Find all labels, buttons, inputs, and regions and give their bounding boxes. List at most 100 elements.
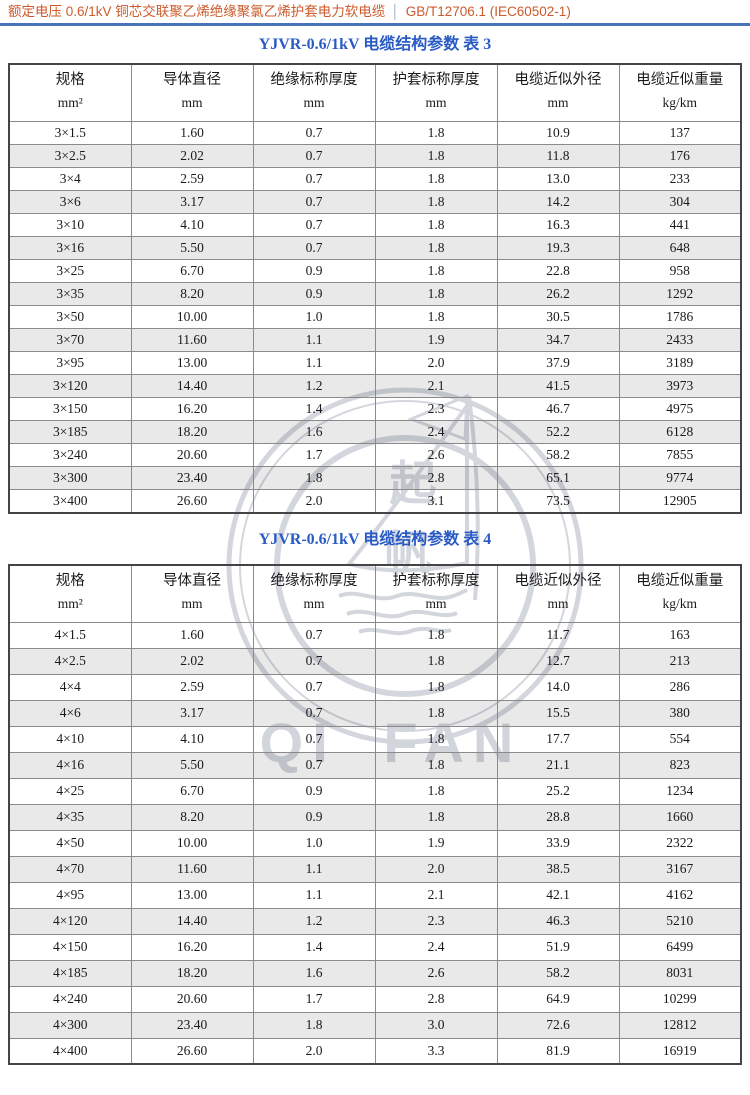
value-cell: 2.6 [374, 443, 498, 467]
value-cell: 10.00 [130, 305, 254, 329]
value-cell: 648 [618, 236, 742, 260]
value-cell: 0.9 [252, 282, 376, 306]
table-row: 4×35 8.20 0.9 1.8 28.8 1660 [8, 803, 742, 831]
spec-cell: 3×95 [8, 351, 132, 375]
value-cell: 1660 [618, 803, 742, 831]
value-cell: 3167 [618, 855, 742, 883]
value-cell: 1.8 [374, 777, 498, 805]
value-cell: 6499 [618, 933, 742, 961]
value-cell: 11.60 [130, 328, 254, 352]
column-label: 导体直径 [163, 572, 221, 589]
value-cell: 26.60 [130, 489, 254, 513]
column-unit: mm [181, 595, 203, 611]
table-row: 4×10 4.10 0.7 1.8 17.7 554 [8, 725, 742, 753]
value-cell: 380 [618, 699, 742, 727]
spec-cell: 4×240 [8, 985, 132, 1013]
value-cell: 3.17 [130, 699, 254, 727]
value-cell: 6.70 [130, 259, 254, 283]
column-header: 电缆近似重量 kg/km [618, 63, 742, 122]
value-cell: 441 [618, 213, 742, 237]
column-label: 规格 [55, 72, 85, 88]
value-cell: 163 [618, 621, 742, 649]
column-header: 护套标称厚度 mm [374, 564, 498, 623]
value-cell: 14.40 [130, 374, 254, 398]
table-row: 4×25 6.70 0.9 1.8 25.2 1234 [8, 777, 742, 805]
value-cell: 0.9 [252, 259, 376, 283]
value-cell: 1.9 [374, 328, 498, 352]
table-row: 3×10 4.10 0.7 1.8 16.3 441 [8, 213, 742, 237]
value-cell: 38.5 [496, 855, 620, 883]
table-row: 3×185 18.20 1.6 2.4 52.2 6128 [8, 420, 742, 444]
table4-title: YJVR-0.6/1kV 电缆结构参数 表 4 [258, 530, 492, 548]
value-cell: 1.8 [374, 621, 498, 649]
column-unit: mm² [57, 95, 83, 110]
header-row: 规格 mm² 导体直径 mm 绝缘标称厚度 mm 护套标称厚度 mm 电缆近似外径 mm 电缆近似重… [8, 63, 742, 122]
column-unit: kg/km [662, 95, 697, 110]
value-cell: 233 [618, 167, 742, 191]
value-cell: 3189 [618, 351, 742, 375]
table-row: 3×150 16.20 1.4 2.3 46.7 4975 [8, 397, 742, 421]
value-cell: 5210 [618, 907, 742, 935]
spec-cell: 3×120 [8, 374, 132, 398]
value-cell: 1.60 [130, 121, 254, 145]
value-cell: 1.8 [374, 699, 498, 727]
table3-body: 3×1.5 1.60 0.7 1.8 10.9 137 3×2.5 2.02 0.7 1.8 11.… [8, 121, 742, 513]
value-cell: 0.7 [252, 621, 376, 649]
column-label: 电缆近似外径 [514, 572, 602, 589]
value-cell: 10.00 [130, 829, 254, 857]
spec-cell: 3×300 [8, 466, 132, 490]
column-header: 绝缘标称厚度 mm [252, 564, 376, 623]
spec-cell: 3×50 [8, 305, 132, 329]
header-divider-rule [0, 23, 750, 26]
value-cell: 1.8 [374, 673, 498, 701]
value-cell: 17.7 [496, 725, 620, 753]
value-cell: 1.1 [252, 328, 376, 352]
table-row: 4×2.5 2.02 0.7 1.8 12.7 213 [8, 647, 742, 675]
value-cell: 286 [618, 673, 742, 701]
value-cell: 0.7 [252, 144, 376, 168]
value-cell: 0.7 [252, 236, 376, 260]
value-cell: 1.8 [252, 1011, 376, 1039]
cable-structure-table-3: 规格 mm² 导体直径 mm 绝缘标称厚度 mm 护套标称厚度 mm 电缆近似外径 mm 电缆近似重… [8, 63, 742, 514]
value-cell: 58.2 [496, 959, 620, 987]
value-cell: 2.4 [374, 420, 498, 444]
value-cell: 3.3 [374, 1037, 498, 1065]
table-row: 3×50 10.00 1.0 1.8 30.5 1786 [8, 305, 742, 329]
value-cell: 72.6 [496, 1011, 620, 1039]
column-unit: mm [547, 595, 569, 611]
column-label: 电缆近似重量 [636, 72, 724, 88]
value-cell: 25.2 [496, 777, 620, 805]
table-row: 4×185 18.20 1.6 2.6 58.2 8031 [8, 959, 742, 987]
value-cell: 46.3 [496, 907, 620, 935]
table-row: 3×300 23.40 1.8 2.8 65.1 9774 [8, 466, 742, 490]
value-cell: 4.10 [130, 213, 254, 237]
value-cell: 2.3 [374, 907, 498, 935]
table-row: 4×4 2.59 0.7 1.8 14.0 286 [8, 673, 742, 701]
column-label: 电缆近似外径 [514, 72, 602, 88]
value-cell: 1234 [618, 777, 742, 805]
value-cell: 19.3 [496, 236, 620, 260]
table-row: 3×16 5.50 0.7 1.8 19.3 648 [8, 236, 742, 260]
value-cell: 1.1 [252, 351, 376, 375]
value-cell: 1.1 [252, 855, 376, 883]
value-cell: 958 [618, 259, 742, 283]
spec-cell: 3×150 [8, 397, 132, 421]
value-cell: 7855 [618, 443, 742, 467]
table-row: 4×70 11.60 1.1 2.0 38.5 3167 [8, 855, 742, 883]
value-cell: 41.5 [496, 374, 620, 398]
column-unit: mm [303, 95, 325, 110]
value-cell: 16.3 [496, 213, 620, 237]
value-cell: 11.7 [496, 621, 620, 649]
value-cell: 3973 [618, 374, 742, 398]
value-cell: 2.0 [252, 489, 376, 513]
value-cell: 13.0 [496, 167, 620, 191]
value-cell: 2.8 [374, 466, 498, 490]
value-cell: 23.40 [130, 1011, 254, 1039]
table-row: 3×35 8.20 0.9 1.8 26.2 1292 [8, 282, 742, 306]
value-cell: 22.8 [496, 259, 620, 283]
column-header: 规格 mm² [8, 63, 132, 122]
column-unit: mm [303, 595, 325, 611]
value-cell: 5.50 [130, 751, 254, 779]
value-cell: 52.2 [496, 420, 620, 444]
spec-cell: 4×2.5 [8, 647, 132, 675]
